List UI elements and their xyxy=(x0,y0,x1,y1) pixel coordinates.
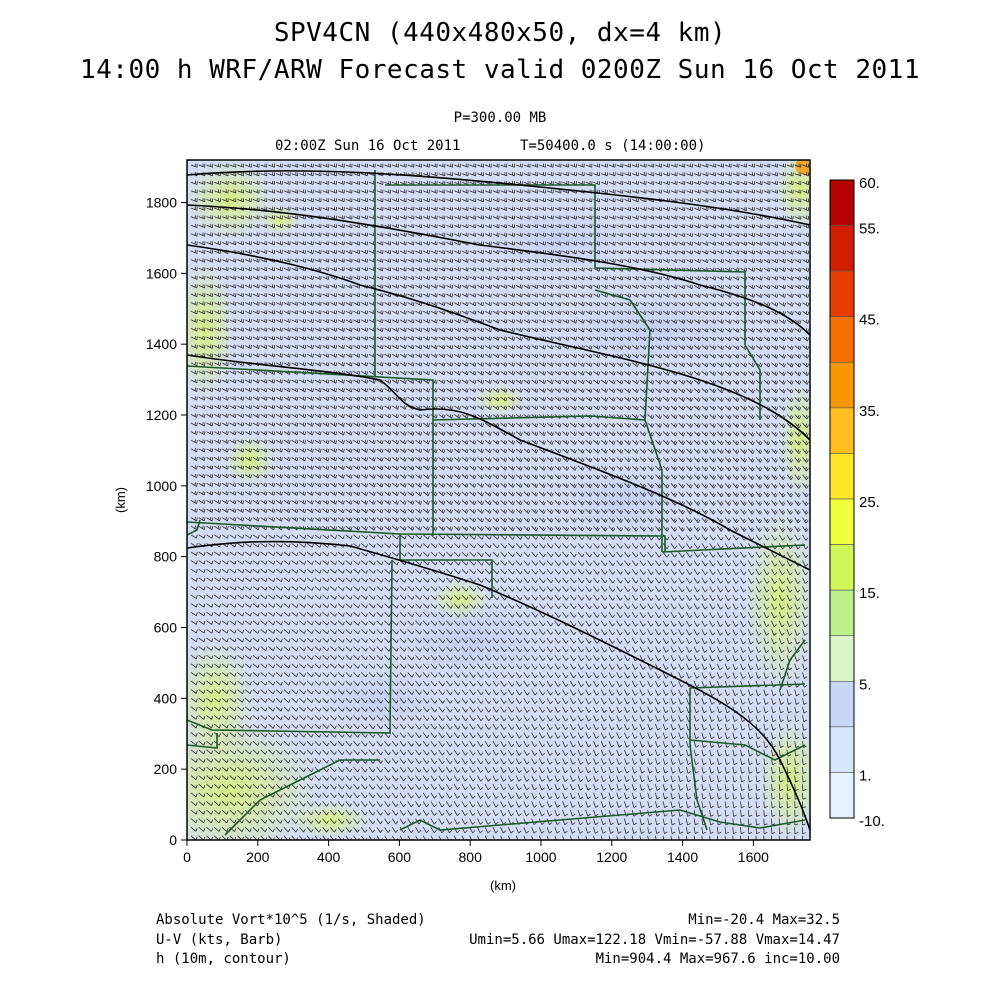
legend-wind: U-V (kts, Barb) xyxy=(156,932,283,948)
elapsed-time-label: T=50400.0 s (14:00:00) xyxy=(520,138,706,154)
colorbar-label: 55. xyxy=(859,221,880,238)
colorbar-swatch xyxy=(829,179,855,226)
colorbar-label: 60. xyxy=(859,175,880,192)
legend-wind-stats: Umin=5.66 Umax=122.18 Vmin=-57.88 Vmax=1… xyxy=(469,932,840,948)
y-tick-label: 1600 xyxy=(146,265,177,281)
legend-vorticity: Absolute Vort*10^5 (1/s, Shaded) xyxy=(156,912,426,928)
x-tick-label: 600 xyxy=(388,849,412,865)
legend-vorticity-stats: Min=-20.4 Max=32.5 xyxy=(688,912,840,928)
y-tick-label: 1200 xyxy=(146,407,177,423)
x-tick-label: 200 xyxy=(246,849,270,865)
colorbar-swatch xyxy=(829,544,855,591)
state-boundaries xyxy=(187,170,806,836)
colorbar-swatch xyxy=(829,772,855,819)
colorbar-swatch xyxy=(829,270,855,318)
colorbar-label: 1. xyxy=(859,767,872,784)
colorbar-label: 15. xyxy=(859,585,880,602)
colorbar-swatch xyxy=(829,635,855,682)
colorbar-label: 35. xyxy=(859,403,880,420)
x-tick-label: 1400 xyxy=(667,849,698,865)
colorbar-swatch xyxy=(829,498,855,545)
colorbar-label: 25. xyxy=(859,494,880,511)
y-tick-label: 200 xyxy=(154,761,178,777)
x-tick-label: 1200 xyxy=(596,849,627,865)
colorbar-label: -10. xyxy=(859,813,885,830)
x-tick-label: 400 xyxy=(317,849,341,865)
legend-height: h (10m, contour) xyxy=(156,951,291,967)
x-tick-label: 800 xyxy=(459,849,483,865)
height-contours xyxy=(187,170,810,831)
x-axis-label: (km) xyxy=(490,878,516,893)
y-tick-label: 0 xyxy=(169,832,177,848)
colorbar-swatch xyxy=(829,407,855,454)
pressure-level-label: P=300.00 MB xyxy=(453,110,547,126)
y-axis-label: (km) xyxy=(113,487,128,513)
colorbar-swatch xyxy=(829,453,855,500)
colorbar-swatch xyxy=(829,726,855,773)
plot-frame xyxy=(186,159,811,841)
valid-time-label: 02:00Z Sun 16 Oct 2011 xyxy=(275,138,461,154)
forecast-title-line1: SPV4CN (440x480x50, dx=4 km) xyxy=(273,18,727,48)
legend-height-stats: Min=904.4 Max=967.6 inc=10.00 xyxy=(595,951,840,967)
colorbar-label: 45. xyxy=(859,312,880,329)
x-tick-label: 1000 xyxy=(525,849,556,865)
colorbar-swatch xyxy=(829,589,855,637)
colorbar-label: 5. xyxy=(859,676,872,693)
forecast-title-line2: 14:00 h WRF/ARW Forecast valid 0200Z Sun… xyxy=(80,55,920,85)
y-tick-label: 1000 xyxy=(146,478,177,494)
colorbar: 60. 55. 45. 35. 25. 15. 5. 1. -10. xyxy=(829,175,885,830)
wind-barb-field xyxy=(190,163,810,840)
y-tick-label: 400 xyxy=(154,690,178,706)
y-tick-label: 800 xyxy=(154,549,178,565)
axes: 0 200 400 600 800 1000 1200 1400 1600 0 200 400 600 8… xyxy=(146,195,769,866)
colorbar-swatch xyxy=(829,680,855,728)
wind-barbs xyxy=(190,163,810,840)
x-tick-label: 0 xyxy=(183,849,191,865)
y-tick-label: 600 xyxy=(154,620,178,636)
y-tick-label: 1800 xyxy=(146,195,177,211)
x-tick-label: 1600 xyxy=(738,849,769,865)
colorbar-swatch xyxy=(829,361,855,409)
colorbar-frame xyxy=(829,179,855,819)
colorbar-swatch xyxy=(829,316,855,363)
colorbar-swatch xyxy=(829,225,855,272)
y-tick-label: 1400 xyxy=(146,336,177,352)
